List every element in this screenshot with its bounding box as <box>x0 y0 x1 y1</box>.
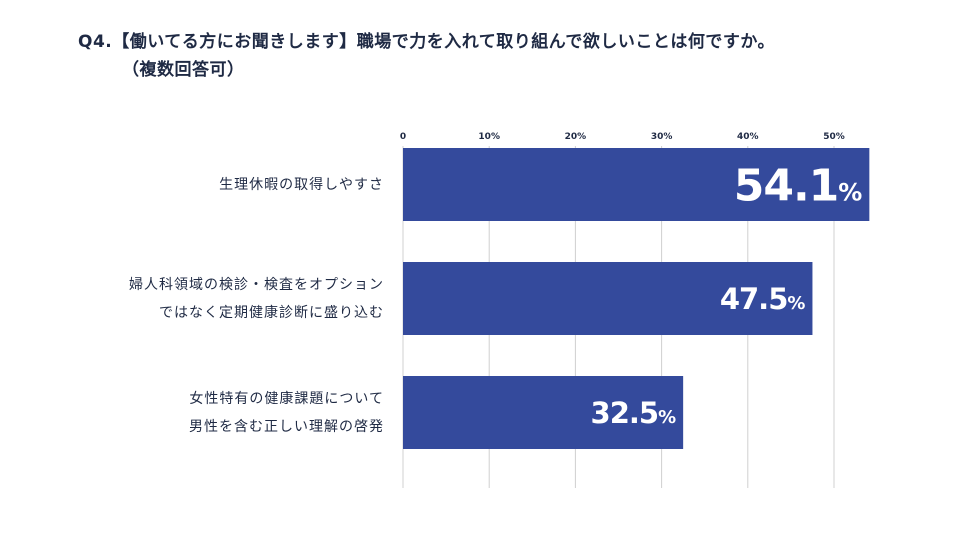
chart-title: Q4.【働いてる方にお聞きします】職場で力を入れて取り組んで欲しいことは何ですか… <box>78 28 938 84</box>
x-tick-label: 10% <box>478 132 500 142</box>
category-label-line: 男性を含む正しい理解の啓発 <box>189 418 384 435</box>
x-tick-label: 50% <box>823 132 845 142</box>
category-label-line: 生理休暇の取得しやすさ <box>219 176 384 193</box>
bar-value-label: 54.1% <box>734 160 863 211</box>
x-tick-label: 40% <box>737 132 759 142</box>
bar-value-label: 47.5% <box>720 282 806 316</box>
bar <box>403 262 813 335</box>
x-tick-label: 0 <box>400 132 406 142</box>
bar-value-label: 32.5% <box>591 396 677 430</box>
bar <box>403 376 684 449</box>
category-label-line: 女性特有の健康課題について <box>189 390 384 407</box>
x-tick-label: 30% <box>651 132 673 142</box>
bar <box>403 148 870 221</box>
category-label: 婦人科領域の検診・検査をオプションではなく定期健康診断に盛り込む <box>129 273 384 325</box>
x-tick-label: 20% <box>565 132 587 142</box>
category-label-line: 婦人科領域の検診・検査をオプション <box>129 276 384 293</box>
title-line-1: Q4.【働いてる方にお聞きします】職場で力を入れて取り組んで欲しいことは何ですか… <box>78 32 776 52</box>
category-label: 女性特有の健康課題について 男性を含む正しい理解の啓発 <box>189 387 384 439</box>
title-line-2: （複数回答可） <box>122 60 245 80</box>
category-label: 生理休暇の取得しやすさ <box>219 173 384 197</box>
category-label-line: ではなく定期健康診断に盛り込む <box>159 304 384 321</box>
